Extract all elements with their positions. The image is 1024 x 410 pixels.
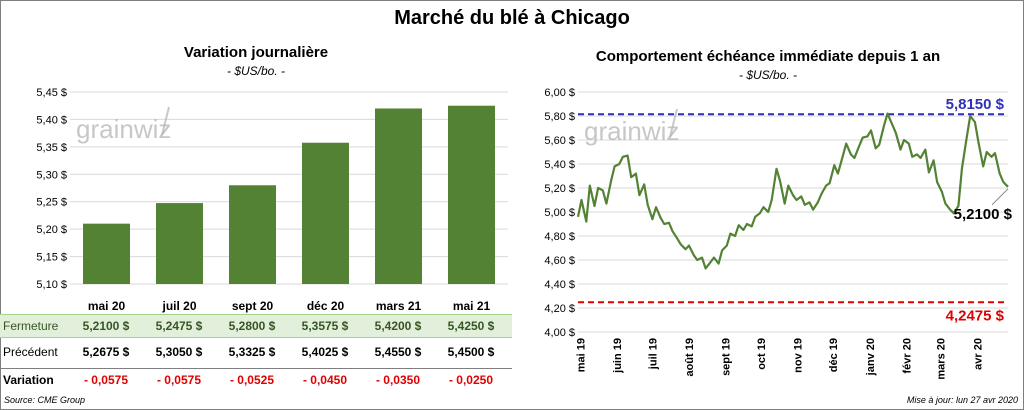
y-tick-label: 5,80 $ [544, 111, 575, 123]
grainwiz-watermark: grainwiz [76, 106, 171, 144]
close-value: 5,2100 $ [82, 319, 130, 333]
last-value-label: 5,2100 $ [954, 206, 1013, 223]
x-tick-label: oct 19 [756, 338, 768, 370]
previous-value: 5,3325 $ [228, 345, 276, 359]
bar [302, 142, 349, 284]
previous-value: 5,3050 $ [155, 345, 203, 359]
bar-chart-svg: 5,10 $ 5,15 $ 5,20 $ 5,25 $ 5,30 $ 5,35 $ 5,40… [36, 87, 508, 313]
x-tick-label: mai 19 [575, 338, 587, 372]
table-row-close: Fermeture 5,2100 $ 5,2475 $ 5,2800 $ 5,3… [0, 314, 512, 338]
grainwiz-watermark: grainwiz [584, 108, 679, 146]
y-tick-label: 5,15 $ [36, 252, 67, 264]
y-tick-label: 5,40 $ [36, 114, 67, 126]
high-reference-label: 5,8150 $ [946, 96, 1005, 113]
bar [229, 185, 276, 284]
page-title: Marché du blé à Chicago [394, 7, 630, 29]
y-tick-label: 6,00 $ [544, 87, 575, 99]
last-value-leader [991, 188, 1009, 206]
bar-chart: 5,10 $ 5,15 $ 5,20 $ 5,25 $ 5,30 $ 5,35 $ 5,40… [0, 78, 512, 319]
variation-value: - 0,0450 [302, 373, 348, 387]
watermark-stalk [669, 108, 678, 138]
price-series-line [576, 112, 1009, 270]
row-label-previous: Précédent [3, 345, 58, 359]
x-tick-label: nov 19 [793, 338, 805, 373]
bar [156, 203, 203, 284]
previous-value: 5,4500 $ [447, 345, 495, 359]
y-tick-label: 5,00 $ [544, 207, 575, 219]
x-tick-label: déc 20 [307, 299, 345, 313]
previous-value: 5,4550 $ [374, 345, 422, 359]
y-tick-label: 4,60 $ [544, 255, 575, 267]
y-tick-label: 5,60 $ [544, 135, 575, 147]
close-value: 5,4250 $ [447, 319, 495, 333]
source-note: Source: CME Group [4, 395, 86, 405]
y-tick-label: 4,40 $ [544, 279, 575, 291]
y-tick-label: 5,40 $ [544, 159, 575, 171]
close-value: 5,3575 $ [301, 319, 349, 333]
x-tick-label: avr 20 [972, 338, 984, 370]
bar [448, 105, 495, 284]
x-tick-label: mars 21 [376, 299, 422, 313]
watermark-text: grainwiz [584, 116, 679, 146]
update-note: Mise à jour: lun 27 avr 2020 [906, 395, 1018, 405]
variation-value: - 0,0250 [448, 373, 494, 387]
x-tick-label: févr 20 [901, 338, 913, 373]
y-tick-label: 4,80 $ [544, 231, 575, 243]
previous-value: 5,2675 $ [82, 345, 130, 359]
watermark-stalk [161, 106, 170, 136]
row-label-variation: Variation [3, 373, 54, 387]
x-tick-label: juil 19 [647, 338, 659, 370]
low-reference-label: 4,2475 $ [946, 307, 1005, 324]
y-tick-label: 5,35 $ [36, 142, 67, 154]
bar-chart-subtitle: - $US/bo. - [226, 64, 286, 78]
variation-value: - 0,0350 [375, 373, 421, 387]
y-tick-label: 4,00 $ [544, 327, 575, 339]
x-tick-label: juin 19 [612, 338, 624, 374]
close-value: 5,2475 $ [155, 319, 203, 333]
x-tick-label: mars 20 [936, 338, 948, 380]
x-tick-label: déc 19 [828, 338, 840, 372]
variation-value: - 0,0525 [229, 373, 275, 387]
x-tick-label: sept 20 [232, 299, 274, 313]
x-tick-label: sept 19 [721, 338, 733, 376]
y-tick-label: 5,10 $ [36, 279, 67, 291]
line-chart-title: Comportement échéance immédiate depuis 1… [595, 48, 941, 65]
y-tick-label: 5,20 $ [36, 224, 67, 236]
y-tick-label: 5,20 $ [544, 183, 575, 195]
x-tick-label: août 19 [684, 338, 696, 377]
y-tick-label: 5,45 $ [36, 87, 67, 99]
close-value: 5,2800 $ [228, 319, 276, 333]
watermark-text: grainwiz [76, 114, 171, 144]
previous-value: 5,4025 $ [301, 345, 349, 359]
x-tick-label: mai 21 [453, 299, 491, 313]
x-tick-label: juil 20 [161, 299, 196, 313]
bar [83, 223, 130, 284]
variation-value: - 0,0575 [83, 373, 129, 387]
y-tick-label: 4,20 $ [544, 303, 575, 315]
bar [375, 108, 422, 284]
bar-chart-title: Variation journalière [183, 44, 329, 61]
x-tick-label: janv 20 [865, 338, 877, 376]
table-row-variation: Variation - 0,0575 - 0,0575 - 0,0525 - 0… [0, 368, 512, 391]
variation-value: - 0,0575 [156, 373, 202, 387]
row-label-close: Fermeture [3, 319, 59, 333]
x-tick-label: mai 20 [88, 299, 126, 313]
y-tick-label: 5,30 $ [36, 169, 67, 181]
close-value: 5,4200 $ [374, 319, 422, 333]
line-chart-svg: 4,00 $ 4,20 $ 4,40 $ 4,60 $ 4,80 $ 5,00 $ 5,20… [544, 87, 1013, 380]
y-tick-label: 5,25 $ [36, 197, 67, 209]
line-chart-subtitle: - $US/bo. - [738, 68, 798, 82]
line-chart: 4,00 $ 4,20 $ 4,40 $ 4,60 $ 4,80 $ 5,00 $ 5,20… [512, 78, 1024, 395]
table-row-previous: Précédent 5,2675 $ 5,3050 $ 5,3325 $ 5,4… [0, 341, 512, 363]
